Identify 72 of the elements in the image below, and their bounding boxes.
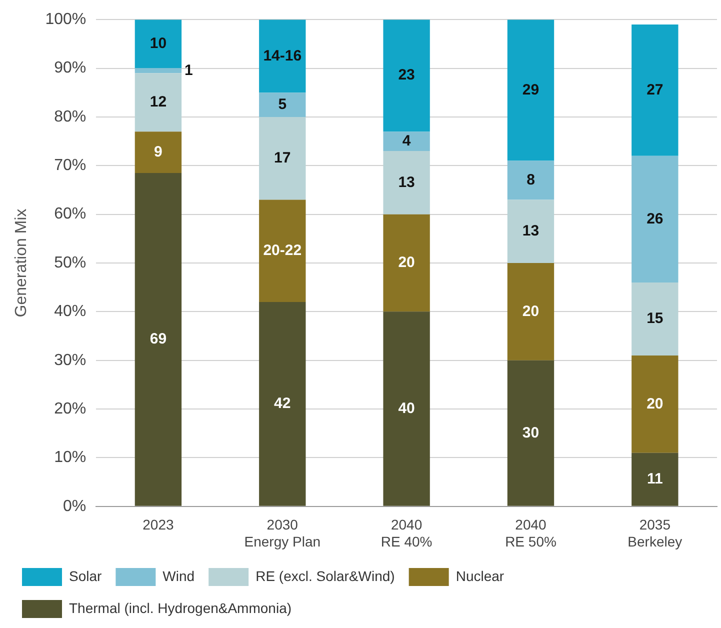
y-tick-label: 30% [54, 352, 86, 369]
y-tick-label: 20% [54, 400, 86, 418]
data-label: 17 [274, 149, 291, 166]
data-label: 27 [646, 81, 664, 98]
data-label: 29 [522, 81, 540, 98]
data-label: 8 [526, 171, 535, 188]
y-tick-label: 50% [54, 254, 86, 272]
data-label: 20 [398, 254, 415, 272]
bar [259, 302, 306, 506]
x-tick-label: 2040 RE 40% [380, 516, 432, 550]
x-tick-label: 2023 [142, 516, 174, 533]
x-tick-label: 2040 RE 50% [505, 516, 556, 550]
legend-label: Solar [69, 568, 102, 584]
x-tick-label: 2035 Berkeley [628, 516, 682, 550]
bar [507, 20, 554, 161]
bar [507, 160, 554, 200]
y-tick-label: 40% [54, 303, 86, 320]
x-tick-label: 2030 Energy Plan [244, 516, 321, 550]
y-tick-label: 80% [54, 108, 86, 126]
bar [632, 282, 678, 356]
bar [259, 116, 306, 200]
bar [383, 151, 430, 214]
legend-label: Nuclear [456, 568, 504, 584]
bar [134, 20, 182, 68]
data-label: 69 [150, 330, 167, 348]
bar [632, 24, 678, 156]
data-label: 10 [150, 35, 167, 52]
data-label: 13 [398, 174, 415, 191]
data-label: 11 [646, 470, 663, 488]
data-label: 30 [522, 424, 540, 442]
data-label: 14-16 [263, 47, 302, 64]
bar [383, 132, 430, 152]
data-label: 4 [402, 132, 412, 150]
bar [507, 263, 554, 360]
data-label: 42 [274, 395, 291, 412]
data-label: 13 [522, 222, 540, 240]
legend-label: Thermal (incl. Hydrogen&Ammonia) [69, 600, 292, 616]
data-label: 9 [154, 143, 162, 160]
data-label: 23 [398, 66, 415, 84]
data-label: 1 [184, 62, 193, 79]
bar [259, 20, 306, 93]
legend-label: Wind [162, 568, 195, 584]
bar [134, 73, 182, 132]
y-tick-label: 60% [54, 206, 86, 223]
data-label: 15 [646, 310, 664, 328]
data-label: 20-22 [263, 242, 302, 259]
bar [383, 312, 430, 506]
bar [134, 172, 182, 506]
data-label: 26 [646, 210, 664, 228]
data-label: 20 [522, 302, 540, 320]
bar [134, 68, 182, 74]
y-tick-label: 70% [54, 157, 86, 174]
bar [507, 200, 554, 263]
legend-label: RE (excl. Solar&Wind) [256, 568, 395, 584]
y-tick-label: 0% [62, 498, 86, 515]
data-label: 5 [278, 96, 287, 113]
y-tick-label: 10% [54, 449, 86, 466]
bar [259, 200, 306, 302]
y-axis-title: Generation Mix [13, 208, 30, 318]
bar [134, 132, 182, 173]
bar [383, 214, 430, 312]
bar [383, 20, 430, 132]
data-label: 12 [150, 93, 167, 110]
y-tick-label: 100% [45, 11, 86, 28]
bar [632, 452, 678, 506]
bar [632, 355, 678, 453]
data-label: 40 [398, 400, 415, 417]
bar [632, 156, 678, 282]
bar [507, 360, 554, 506]
data-label: 20 [646, 395, 664, 412]
y-tick-label: 90% [54, 60, 86, 77]
bar [259, 92, 306, 117]
